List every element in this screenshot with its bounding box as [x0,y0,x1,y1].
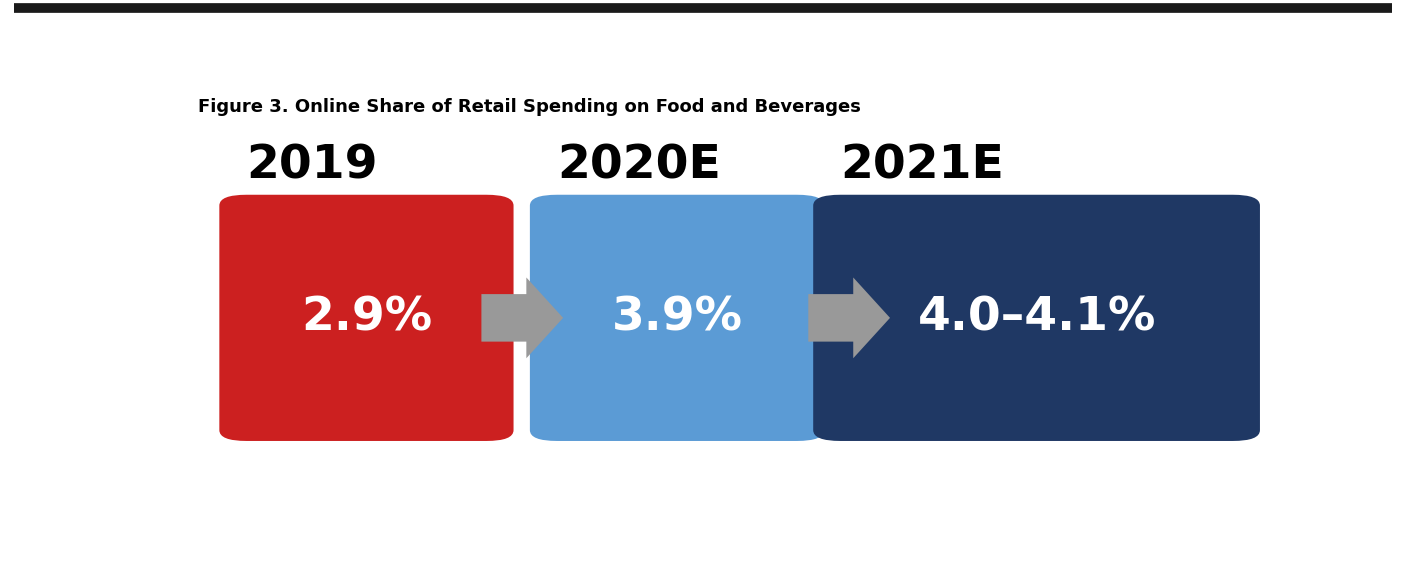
Text: 2.9%: 2.9% [301,295,432,341]
Polygon shape [481,278,564,358]
Text: Figure 3. Online Share of Retail Spending on Food and Beverages: Figure 3. Online Share of Retail Spendin… [197,98,860,116]
Text: 4.0–4.1%: 4.0–4.1% [917,295,1156,341]
FancyBboxPatch shape [530,195,824,441]
Polygon shape [808,278,890,358]
FancyBboxPatch shape [813,195,1260,441]
FancyBboxPatch shape [219,195,513,441]
Text: 3.9%: 3.9% [612,295,742,341]
Text: 2020E: 2020E [557,143,721,188]
Text: 2019: 2019 [246,143,378,188]
Text: 2021E: 2021E [841,143,1004,188]
